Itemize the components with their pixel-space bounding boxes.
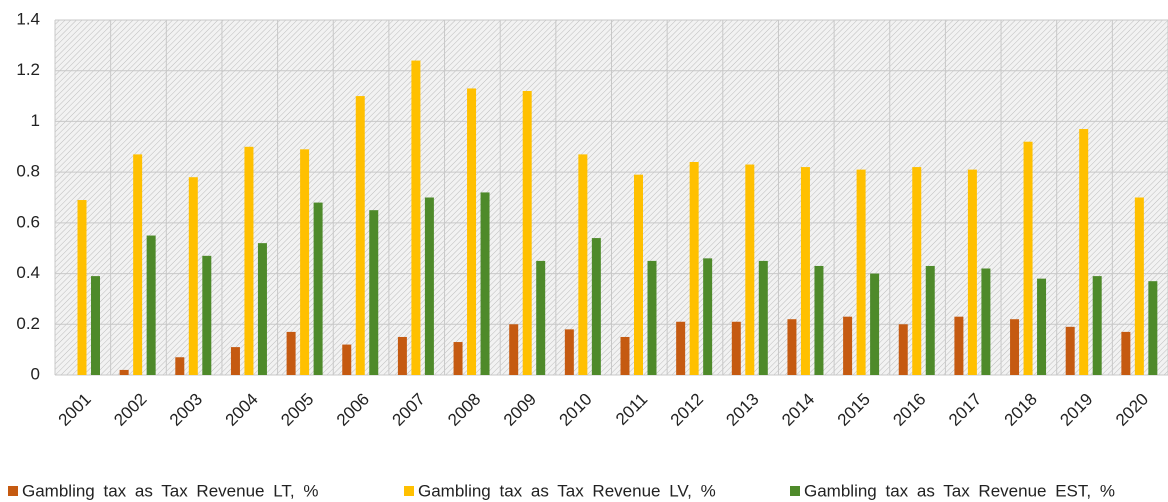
bar — [647, 260, 657, 375]
bar — [843, 316, 853, 375]
bar — [689, 162, 699, 375]
bar — [188, 177, 198, 375]
bar — [133, 154, 143, 375]
bar — [77, 200, 87, 375]
bar — [591, 238, 601, 375]
legend-label: Gambling tax as Tax Revenue LV, % — [418, 481, 716, 500]
bar — [800, 167, 810, 375]
bar — [856, 169, 866, 375]
bar — [1037, 278, 1047, 375]
bar — [342, 344, 352, 375]
bar — [676, 321, 686, 375]
y-tick-label: 0.4 — [16, 263, 40, 282]
bar — [634, 174, 643, 375]
x-tick-label: 2020 — [1112, 390, 1152, 430]
legend-label: Gambling tax as Tax Revenue LT, % — [22, 481, 318, 500]
bar — [1092, 276, 1102, 375]
bar — [453, 342, 463, 375]
bar — [286, 331, 296, 375]
bar — [1121, 331, 1131, 375]
x-tick-label: 2009 — [500, 390, 540, 430]
x-tick-label: 2001 — [55, 390, 95, 430]
bar — [967, 169, 977, 375]
bar — [758, 260, 768, 375]
bar — [870, 273, 880, 375]
bar — [1134, 197, 1144, 375]
bar — [925, 265, 935, 375]
x-tick-label: 2006 — [333, 390, 373, 430]
x-tick-label: 2008 — [444, 390, 484, 430]
bar — [1148, 281, 1158, 375]
bar — [814, 265, 824, 375]
x-tick-label: 2017 — [945, 390, 985, 430]
legend-swatch — [8, 486, 18, 496]
bar — [745, 164, 755, 375]
bar — [1065, 326, 1075, 375]
x-tick-label: 2002 — [110, 390, 150, 430]
bar — [230, 347, 240, 375]
legend-swatch — [404, 486, 414, 496]
bar — [1010, 319, 1020, 375]
legend-label: Gambling tax as Tax Revenue EST, % — [804, 481, 1115, 500]
bar — [91, 276, 100, 375]
y-tick-label: 1.4 — [16, 9, 40, 28]
bar — [300, 149, 310, 375]
bar — [175, 357, 185, 375]
bar — [731, 321, 741, 375]
y-tick-label: 0.2 — [16, 314, 40, 333]
x-tick-label: 2005 — [277, 390, 317, 430]
bar — [620, 336, 630, 375]
bar — [1079, 129, 1089, 375]
x-tick-label: 2013 — [722, 390, 762, 430]
bar — [146, 235, 156, 375]
y-tick-label: 1.2 — [16, 60, 40, 79]
x-tick-label: 2016 — [889, 390, 929, 430]
x-tick-label: 2015 — [834, 390, 874, 430]
bar — [467, 88, 477, 375]
x-tick-label: 2010 — [555, 390, 595, 430]
legend-swatch — [790, 486, 800, 496]
x-tick-label: 2011 — [612, 390, 651, 429]
bar — [411, 60, 421, 375]
bar — [480, 192, 490, 375]
bar — [355, 96, 365, 376]
y-tick-label: 0 — [31, 364, 40, 383]
bar — [787, 319, 797, 375]
bar — [119, 369, 129, 375]
bar — [898, 324, 908, 375]
bar — [313, 202, 323, 375]
bar — [578, 154, 588, 375]
x-tick-label: 2018 — [1001, 390, 1041, 430]
bar — [536, 260, 546, 375]
bar — [202, 255, 212, 375]
bar — [397, 336, 407, 375]
x-tick-label: 2019 — [1056, 390, 1096, 430]
y-tick-label: 0.6 — [16, 212, 40, 231]
bar — [522, 91, 532, 375]
y-tick-label: 1 — [31, 111, 40, 130]
bar — [509, 324, 519, 375]
bar — [424, 197, 434, 375]
bar — [1023, 141, 1033, 375]
x-tick-label: 2007 — [389, 390, 429, 430]
bar — [703, 258, 713, 375]
x-tick-label: 2012 — [667, 390, 707, 430]
bar — [564, 329, 574, 375]
bar — [369, 210, 379, 375]
x-tick-label: 2004 — [222, 390, 262, 430]
x-tick-label: 2014 — [778, 390, 818, 430]
bar — [981, 268, 991, 375]
y-tick-label: 0.8 — [16, 162, 40, 181]
x-tick-label: 2003 — [166, 390, 206, 430]
bar — [912, 167, 922, 375]
bar — [244, 146, 254, 375]
bar — [954, 316, 964, 375]
bar — [257, 243, 267, 375]
